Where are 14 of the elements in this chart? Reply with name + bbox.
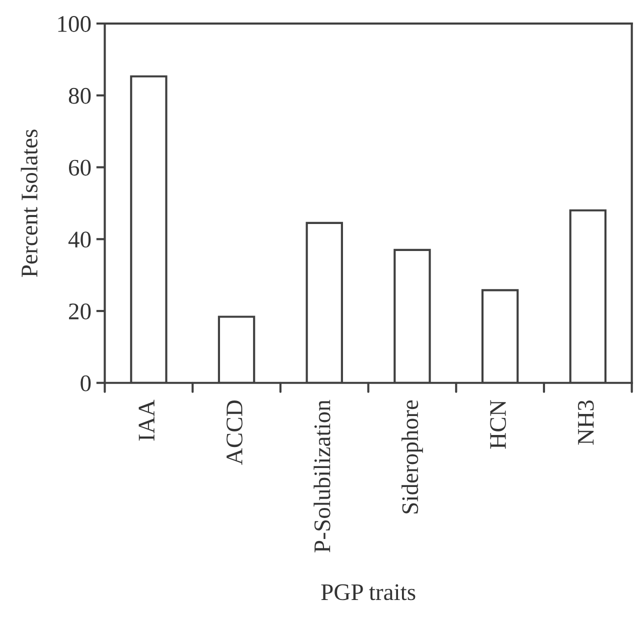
x-tick-label: IAA (138, 400, 154, 441)
y-tick-label: 100 (58, 16, 91, 32)
y-tick-label: 0 (80, 375, 91, 392)
y-tick-label: 20 (69, 303, 91, 320)
x-tick-label: Siderophore (402, 400, 423, 514)
y-tick-label: 80 (68, 88, 91, 104)
y-axis-title: Percent Isolates (20, 130, 38, 277)
x-tick-label: HCN (490, 400, 506, 449)
x-tick-label: NH3 (578, 400, 594, 445)
y-tick-label: 60 (68, 160, 91, 176)
y-tick-label: 40 (68, 232, 91, 248)
x-tick-label: P-Solubilization (314, 400, 330, 552)
x-axis-title: PGP traits (321, 584, 416, 600)
x-tick-label: ACCD (226, 400, 242, 465)
